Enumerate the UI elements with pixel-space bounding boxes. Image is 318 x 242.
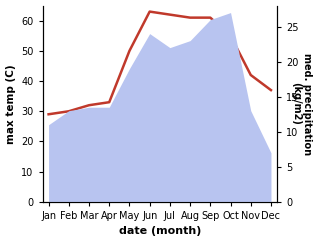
Y-axis label: med. precipitation
(kg/m2): med. precipitation (kg/m2): [291, 53, 313, 155]
X-axis label: date (month): date (month): [119, 227, 201, 236]
Y-axis label: max temp (C): max temp (C): [5, 64, 16, 144]
